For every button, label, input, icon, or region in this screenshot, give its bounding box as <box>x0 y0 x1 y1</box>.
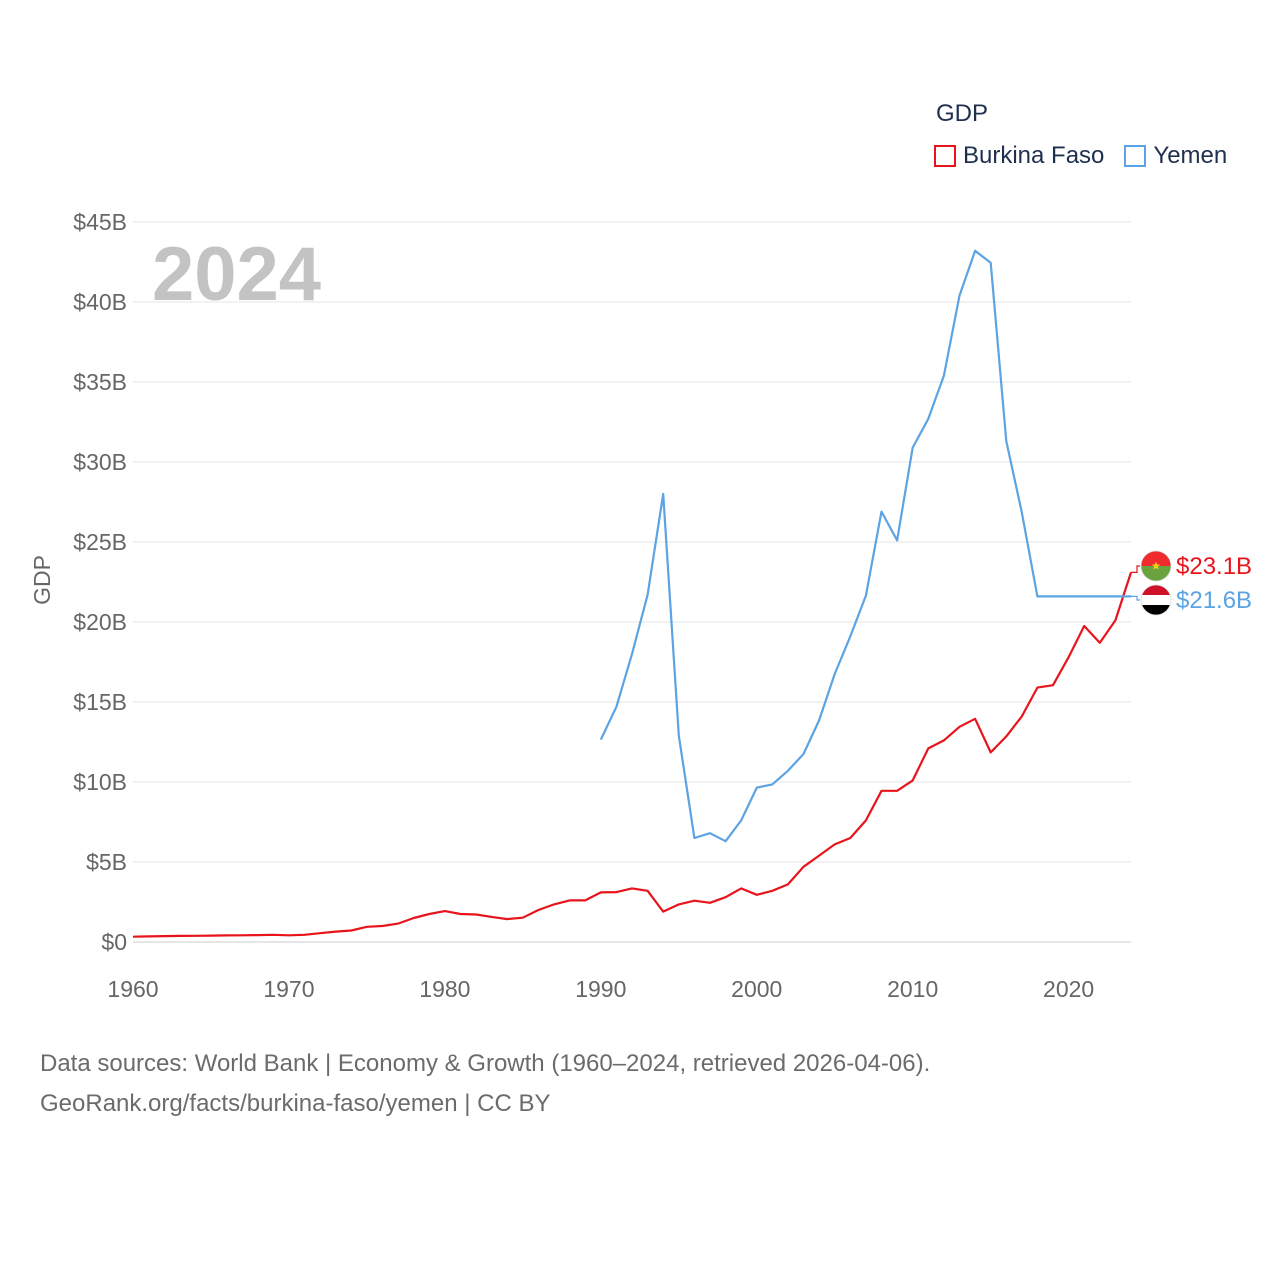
end-label-connector <box>1131 565 1140 574</box>
gridlines <box>133 221 1131 943</box>
y-tick-label: $40B <box>73 289 127 315</box>
data-source: Data sources: World Bank | Economy & Gro… <box>40 1044 930 1124</box>
y-tick-label: $25B <box>73 529 127 555</box>
y-tick-label: $35B <box>73 369 127 395</box>
x-tick-label: 1970 <box>263 976 314 1002</box>
x-tick-label: 1980 <box>419 976 470 1002</box>
yemen-flag-icon <box>1140 584 1172 616</box>
x-tick-label: 2000 <box>731 976 782 1002</box>
y-tick-label: $0 <box>101 929 127 955</box>
legend-label-yemen: Yemen <box>1153 142 1228 169</box>
legend-label-burkina-faso: Burkina Faso <box>963 142 1105 169</box>
y-tick-label: $30B <box>73 449 127 475</box>
y-axis-title: GDP <box>29 555 55 605</box>
y-tick-label: $20B <box>73 609 127 635</box>
end-value-label: $23.1B <box>1176 553 1252 580</box>
y-tick-label: $5B <box>86 849 127 875</box>
y-axis-ticks: $0 $5B $10B $15B $20B $25B $30B $35B $40B $45B <box>73 209 127 955</box>
x-tick-label: 2020 <box>1043 976 1094 1002</box>
legend-item-yemen[interactable]: Yemen <box>1124 142 1227 170</box>
year-watermark: 2024 <box>152 232 321 317</box>
legend-swatch-burkina-faso <box>934 145 956 167</box>
y-tick-label: $45B <box>73 209 127 235</box>
end-label-connector <box>1131 595 1140 601</box>
x-tick-label: 2010 <box>887 976 938 1002</box>
legend-title: GDP <box>936 100 989 127</box>
end-labels: $23.1B $21.6B <box>1131 550 1252 616</box>
x-tick-label: 1960 <box>107 976 158 1002</box>
legend-swatch-yemen <box>1124 145 1147 167</box>
series-line-burkina-faso[interactable] <box>132 572 1133 938</box>
legend-item-burkina-faso[interactable]: Burkina Faso <box>934 142 1104 170</box>
y-tick-label: $15B <box>73 689 127 715</box>
source-line-2[interactable]: GeoRank.org/facts/burkina-faso/yemen | C… <box>40 1090 551 1117</box>
y-tick-label: $10B <box>73 769 127 795</box>
legend: Burkina Faso Yemen <box>934 142 1247 170</box>
burkina-faso-flag-icon <box>1140 550 1172 582</box>
source-line-1: Data sources: World Bank | Economy & Gro… <box>40 1050 931 1077</box>
series-lines <box>132 249 1133 938</box>
series-line-yemen[interactable] <box>599 249 1131 843</box>
x-tick-label: 1990 <box>575 976 626 1002</box>
x-axis-ticks: 1960 1970 1980 1990 2000 2010 2020 <box>107 976 1094 1002</box>
end-value-label: $21.6B <box>1176 587 1252 614</box>
